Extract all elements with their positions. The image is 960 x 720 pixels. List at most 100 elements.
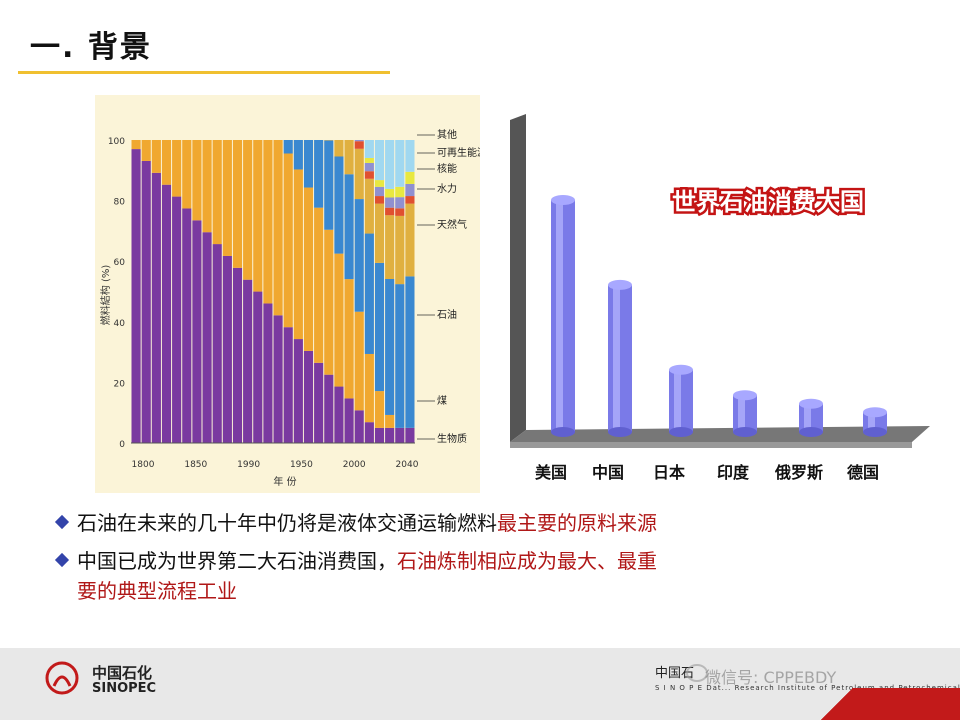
bar-highlight bbox=[804, 403, 811, 432]
stack-segment bbox=[374, 262, 385, 392]
category-label: 中国 bbox=[592, 463, 624, 482]
bar-top bbox=[799, 398, 823, 409]
stack-segment bbox=[374, 186, 385, 197]
stack-segment bbox=[385, 414, 395, 428]
stack-segment bbox=[354, 141, 364, 149]
stack-segment bbox=[385, 140, 395, 189]
bar-top bbox=[669, 364, 693, 375]
y-tick-label: 80 bbox=[114, 198, 126, 208]
stack-segment bbox=[354, 140, 364, 142]
stack-segment bbox=[374, 391, 385, 428]
stack-segment bbox=[395, 197, 405, 209]
stack-segment bbox=[405, 203, 415, 277]
stack-segment bbox=[334, 253, 344, 387]
stack-segment bbox=[141, 160, 151, 443]
bar-highlight bbox=[674, 369, 681, 432]
stack-segment bbox=[303, 187, 314, 351]
stack-segment bbox=[324, 374, 334, 443]
bar-top bbox=[608, 279, 632, 290]
bullet-2-highlight: 石油炼制相应成为最大、最重 bbox=[397, 549, 657, 573]
stack-segment bbox=[293, 140, 303, 170]
stack-segment bbox=[364, 178, 374, 234]
stack-segment bbox=[385, 215, 395, 279]
x-tick-label: 1950 bbox=[290, 460, 313, 470]
stack-segment bbox=[151, 172, 161, 443]
stack-segment bbox=[273, 315, 283, 443]
legend-label: 其他 bbox=[437, 128, 457, 141]
stack-segment bbox=[374, 427, 385, 443]
bar-highlight bbox=[738, 395, 745, 432]
stack-segment bbox=[161, 184, 172, 443]
stack-segment bbox=[364, 422, 374, 443]
stack-segment bbox=[344, 279, 354, 399]
stack-segment bbox=[344, 398, 354, 443]
stack-segment bbox=[385, 188, 395, 198]
stack-segment bbox=[283, 140, 293, 154]
x-tick-label: 1850 bbox=[184, 460, 207, 470]
stack-segment bbox=[212, 140, 222, 245]
legend-label: 核能 bbox=[437, 162, 457, 175]
brand-en: SINOPEC bbox=[92, 681, 157, 696]
chart-floor-edge bbox=[510, 442, 912, 448]
stack-segment bbox=[354, 148, 364, 200]
stack-segment bbox=[364, 162, 374, 172]
stack-segment bbox=[283, 327, 293, 443]
stack-segment bbox=[212, 244, 222, 443]
stack-segment bbox=[243, 279, 253, 443]
stack-segment bbox=[182, 208, 192, 443]
category-label: 日本 bbox=[653, 463, 685, 482]
y-axis-label: 燃料結构 (%) bbox=[99, 265, 112, 326]
stack-segment bbox=[182, 140, 192, 209]
wechat-icon bbox=[686, 664, 708, 682]
oil-consumers-chart: 世界石油消费大国 美国 中国 日本 印度 俄罗斯 德国 bbox=[500, 110, 940, 490]
institute-cn: 中国石 bbox=[655, 666, 695, 681]
stack-segment bbox=[334, 140, 344, 157]
legend-label: 生物质 bbox=[437, 432, 467, 445]
x-tick-label: 2000 bbox=[343, 460, 366, 470]
stack-segment bbox=[131, 140, 141, 150]
bar-top bbox=[863, 407, 887, 418]
stack-segment bbox=[334, 156, 344, 254]
bar-base bbox=[669, 427, 693, 437]
x-tick-label: 1990 bbox=[237, 460, 260, 470]
stack-segment bbox=[293, 339, 303, 443]
chart-title: 世界石油消费大国 bbox=[672, 188, 864, 216]
red-corner-decoration bbox=[760, 688, 960, 720]
stack-segment bbox=[324, 140, 334, 230]
stack-segment bbox=[192, 140, 202, 221]
stack-segment bbox=[131, 149, 141, 443]
stack-segment bbox=[263, 140, 273, 304]
watermark: 微信号: CPPEBDY bbox=[705, 668, 837, 687]
diamond-bullet-icon bbox=[54, 514, 70, 530]
stack-segment bbox=[405, 427, 415, 443]
bar-base bbox=[733, 427, 757, 437]
stack-segment bbox=[395, 215, 405, 285]
stack-segment bbox=[385, 427, 395, 443]
stack-segment bbox=[374, 180, 385, 187]
y-tick-label: 60 bbox=[114, 258, 126, 268]
stack-segment bbox=[395, 208, 405, 216]
stack-segment bbox=[303, 350, 314, 443]
bar-highlight bbox=[556, 200, 563, 432]
stack-segment bbox=[405, 171, 415, 184]
stack-segment bbox=[172, 140, 182, 197]
category-label: 美国 bbox=[535, 463, 567, 482]
stack-segment bbox=[395, 186, 405, 198]
stack-segment bbox=[395, 284, 405, 428]
stack-segment bbox=[232, 267, 243, 443]
sinopec-logo-icon bbox=[45, 661, 79, 695]
stack-segment bbox=[324, 229, 334, 375]
bullet-list: 石油在未来的几十年中仍将是液体交通运输燃料最主要的原料来源 中国已成为世界第二大… bbox=[54, 508, 935, 614]
stack-segment bbox=[253, 140, 263, 292]
bar-highlight bbox=[613, 284, 620, 432]
stack-segment bbox=[344, 174, 354, 280]
y-tick-label: 100 bbox=[108, 137, 125, 147]
stack-segment bbox=[364, 353, 374, 423]
stack-segment bbox=[364, 171, 374, 179]
bar-base bbox=[551, 427, 575, 437]
stack-segment bbox=[314, 362, 324, 443]
bullet-item-1: 石油在未来的几十年中仍将是液体交通运输燃料最主要的原料来源 bbox=[54, 508, 935, 538]
stack-segment bbox=[263, 303, 273, 443]
stack-segment bbox=[364, 157, 374, 163]
stack-segment bbox=[405, 196, 415, 204]
